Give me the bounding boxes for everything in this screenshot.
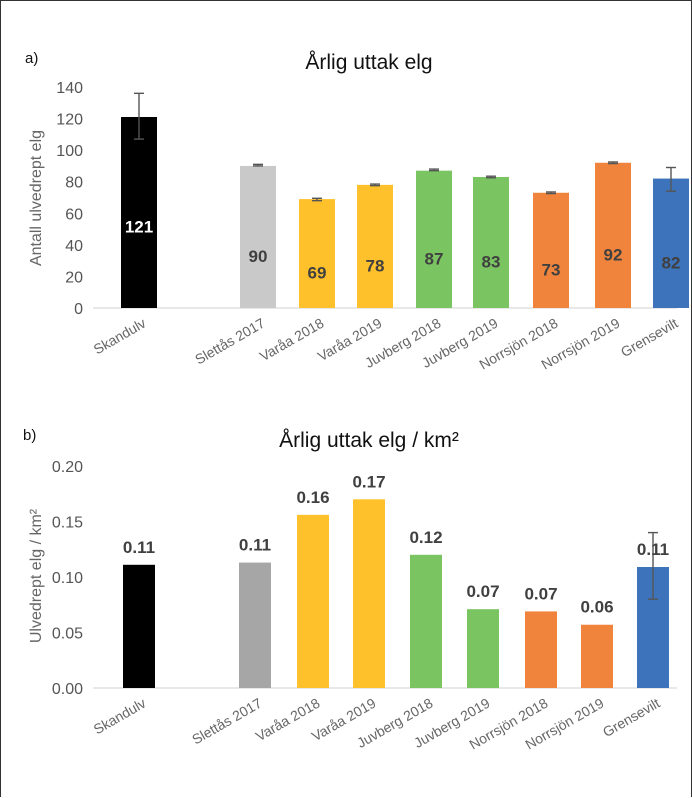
data-label: 90 (249, 247, 268, 266)
data-label: 87 (425, 249, 444, 268)
bar (595, 162, 631, 308)
bar (240, 165, 276, 308)
y-axis-label: Antall ulvedrept elg (28, 130, 45, 266)
data-label: 69 (308, 264, 327, 283)
data-label: 0.11 (239, 536, 271, 555)
category-label: Skandulv (91, 695, 149, 738)
y-tick-label: 0.10 (52, 570, 83, 587)
y-tick-label: 140 (56, 80, 83, 97)
bar (581, 624, 613, 688)
data-label: 0.11 (123, 538, 155, 557)
data-label: 0.07 (466, 582, 499, 601)
bar (467, 609, 499, 688)
category-label: Slettås 2017 (192, 315, 268, 368)
data-label: 0.12 (409, 528, 442, 547)
y-axis-label: Ulvedrept elg / km² (28, 508, 45, 643)
chart-panel-a: a) Årlig uttak elg Antall ulvedrept elg 0 20… (25, 50, 689, 373)
panel-label: a) (25, 50, 38, 67)
bar (299, 199, 335, 308)
category-label: Slettås 2017 (189, 695, 265, 748)
y-tick-label: 60 (65, 206, 83, 223)
y-tick-label: 0.15 (52, 515, 83, 532)
y-tick-label: 80 (65, 175, 83, 192)
y-tick-label: 100 (56, 143, 83, 160)
data-label: 0.17 (352, 472, 385, 491)
y-tick-label: 0.05 (52, 626, 83, 643)
y-tick-label: 40 (65, 238, 83, 255)
data-label: 92 (604, 245, 623, 264)
category-label: Grensevilt (618, 315, 681, 360)
data-label: 82 (662, 253, 681, 272)
bar (653, 178, 689, 308)
bar (525, 611, 557, 688)
bar (353, 499, 385, 688)
chart-title: Årlig uttak elg / km² (279, 429, 459, 452)
bar (123, 564, 155, 688)
bar (416, 170, 452, 308)
chart-panel-b: b) Årlig uttak elg / km² Ulvedrept elg / k… (23, 427, 677, 753)
bar (239, 562, 271, 688)
chart-title: Årlig uttak elg (305, 51, 432, 74)
bar (533, 192, 569, 308)
category-label: Varåa 2018 (257, 315, 327, 365)
data-label: 78 (366, 256, 385, 275)
data-label: 0.11 (637, 540, 669, 559)
bar (410, 554, 442, 688)
category-label: Grensevilt (600, 695, 663, 740)
bar (357, 184, 393, 308)
y-tick-label: 0 (74, 301, 83, 318)
data-label: 73 (542, 260, 561, 279)
y-tick-label: 0.00 (52, 681, 83, 698)
bar (121, 116, 157, 308)
data-label: 0.07 (524, 584, 557, 603)
data-label: 0.06 (580, 598, 613, 617)
bar (473, 176, 509, 308)
y-tick-label: 20 (65, 269, 83, 286)
category-label: Skandulv (91, 315, 149, 358)
data-label: 83 (482, 252, 501, 271)
panel-label: b) (23, 427, 36, 444)
y-tick-label: 0.20 (52, 459, 83, 476)
data-label: 121 (125, 217, 153, 236)
bar (297, 514, 329, 688)
y-tick-label: 120 (56, 112, 83, 129)
data-label: 0.16 (296, 488, 329, 507)
